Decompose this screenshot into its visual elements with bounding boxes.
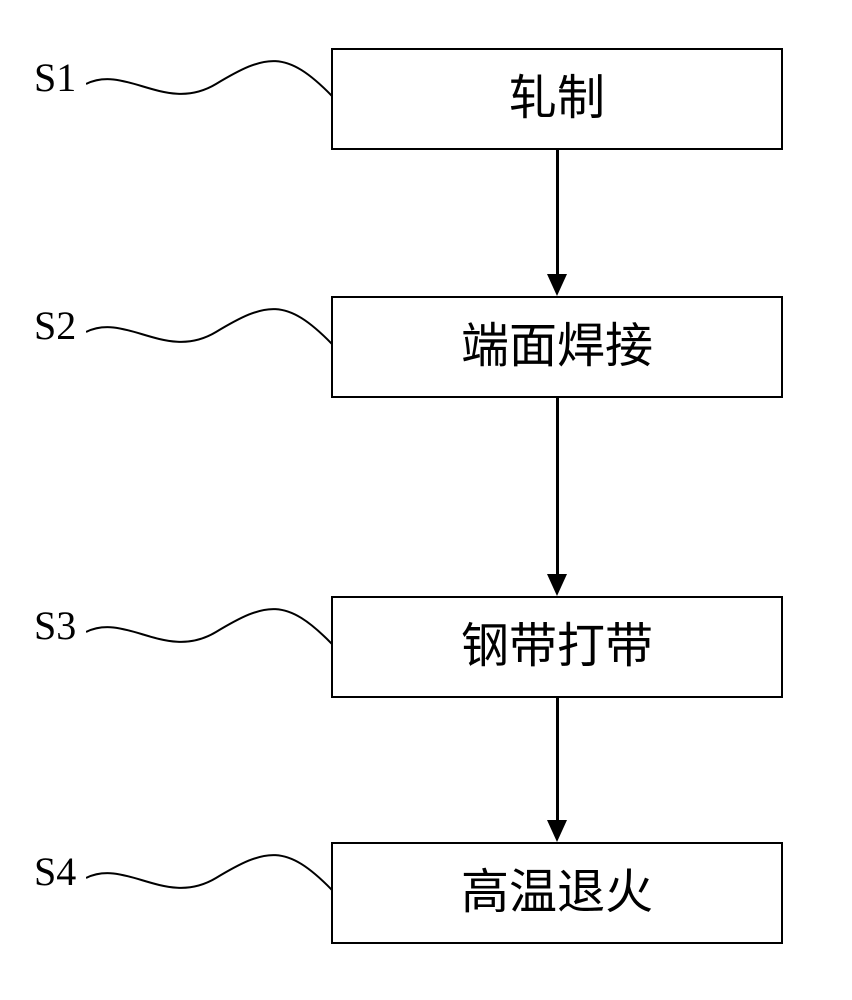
step-1-box: 轧制 xyxy=(331,48,783,150)
arrow-2-head xyxy=(547,574,567,596)
step-2-text: 端面焊接 xyxy=(461,323,653,371)
step-2-label: S2 xyxy=(34,306,76,346)
arrow-1-line xyxy=(556,150,559,274)
step-3-text: 钢带打带 xyxy=(461,623,653,671)
arrow-3-head xyxy=(547,820,567,842)
step-4-box: 高温退火 xyxy=(331,842,783,944)
step-2-box: 端面焊接 xyxy=(331,296,783,398)
step-4-label: S4 xyxy=(34,852,76,892)
arrow-3-line xyxy=(556,698,559,820)
step-3-label: S3 xyxy=(34,606,76,646)
flowchart-canvas: S1 轧制 S2 端面焊接 S3 钢带打带 S4 高温退火 xyxy=(0,0,852,1000)
arrow-2-line xyxy=(556,398,559,574)
step-4-text: 高温退火 xyxy=(461,869,653,917)
step-1-connector xyxy=(86,54,332,104)
step-1-label: S1 xyxy=(34,58,76,98)
step-3-connector xyxy=(86,602,332,652)
step-3-box: 钢带打带 xyxy=(331,596,783,698)
step-4-connector xyxy=(86,848,332,898)
step-1-text: 轧制 xyxy=(509,75,605,123)
arrow-1-head xyxy=(547,274,567,296)
step-2-connector xyxy=(86,302,332,352)
